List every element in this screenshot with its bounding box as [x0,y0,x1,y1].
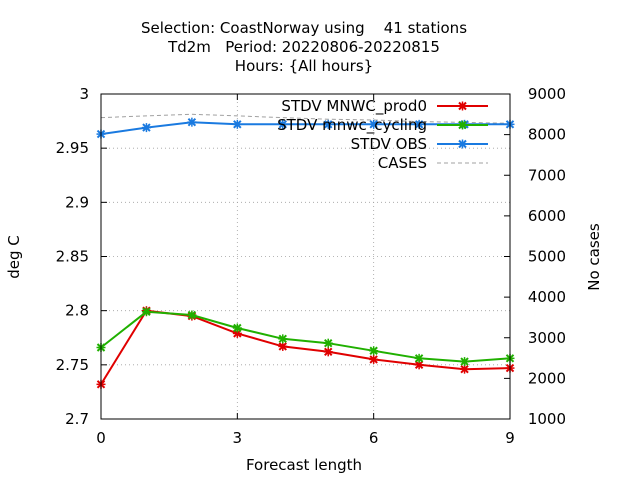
series-layer [96,113,515,389]
data-point [460,357,470,367]
legend-label: CASES [378,154,427,172]
data-point [460,364,470,374]
y-tick-label: 2.7 [65,410,89,428]
data-point [141,123,151,133]
y-tick-label: 2.75 [56,356,89,374]
data-point [323,119,333,129]
y2-tick-label: 6000 [528,207,566,225]
data-point [323,338,333,348]
y-tick-label: 2.85 [56,248,89,266]
legend-label: STDV OBS [351,135,427,153]
y2-tick-label: 3000 [528,329,566,347]
data-point [369,354,379,364]
data-point [187,117,197,127]
data-point [278,334,288,344]
series-line [100,113,511,124]
data-point [414,353,424,363]
series-stdv-mnwc-prod0 [96,306,515,389]
y-tick-label: 2.95 [56,139,89,157]
legend-item: CASES [378,154,488,172]
series-stdv-mnwc-cycling [96,307,515,367]
y2-tick-label: 7000 [528,166,566,184]
y2-tick-label: 2000 [528,369,566,387]
y2-tick-label: 1000 [528,410,566,428]
axes [100,93,511,420]
y2-axis-label: No cases [585,223,603,291]
legend-item: STDV mnwc_cycling [277,116,488,135]
series-line [100,310,511,363]
title-line-1: Selection: CoastNorway using 41 stations [141,19,467,37]
data-point [323,347,333,357]
data-point [278,341,288,351]
data-point [414,119,424,129]
legend-label: STDV MNWC_prod0 [281,97,427,116]
legend-item: STDV MNWC_prod0 [281,97,488,116]
y2-tick-label: 8000 [528,126,566,144]
x-tick-label: 6 [369,429,379,447]
x-tick-label: 0 [96,429,106,447]
y2-tick-label: 9000 [528,85,566,103]
tick-labels: 2.7 2.75 2.8 2.85 2.9 2.95 3 1000 2000 3000 4000 50… [56,85,566,447]
y-tick-label: 2.9 [65,193,89,211]
y-axis-label: deg C [5,235,23,279]
y-tick-label: 3 [79,85,89,103]
legend-marker [458,120,467,130]
grid [101,94,510,419]
x-tick-label: 3 [233,429,243,447]
data-point [278,119,288,129]
legend-marker [458,101,467,111]
legend-label: STDV mnwc_cycling [277,116,427,135]
y-tick-label: 2.8 [65,302,89,320]
data-point [369,119,379,129]
series-cases [100,113,511,124]
chart-title: Selection: CoastNorway using 41 stations… [141,19,467,75]
x-tick-label: 9 [505,429,515,447]
y2-tick-label: 4000 [528,288,566,306]
data-point [141,307,151,317]
x-axis-label: Forecast length [246,456,362,474]
data-point [232,323,242,333]
data-point [232,119,242,129]
y2-tick-label: 5000 [528,248,566,266]
data-point [369,346,379,356]
data-point [187,310,197,320]
title-line-3: Hours: {All hours} [235,57,373,75]
title-line-2: Td2m Period: 20220806-20220815 [167,38,440,56]
legend-item: STDV OBS [351,135,488,153]
series-line [100,309,511,385]
legend-marker [458,139,467,149]
